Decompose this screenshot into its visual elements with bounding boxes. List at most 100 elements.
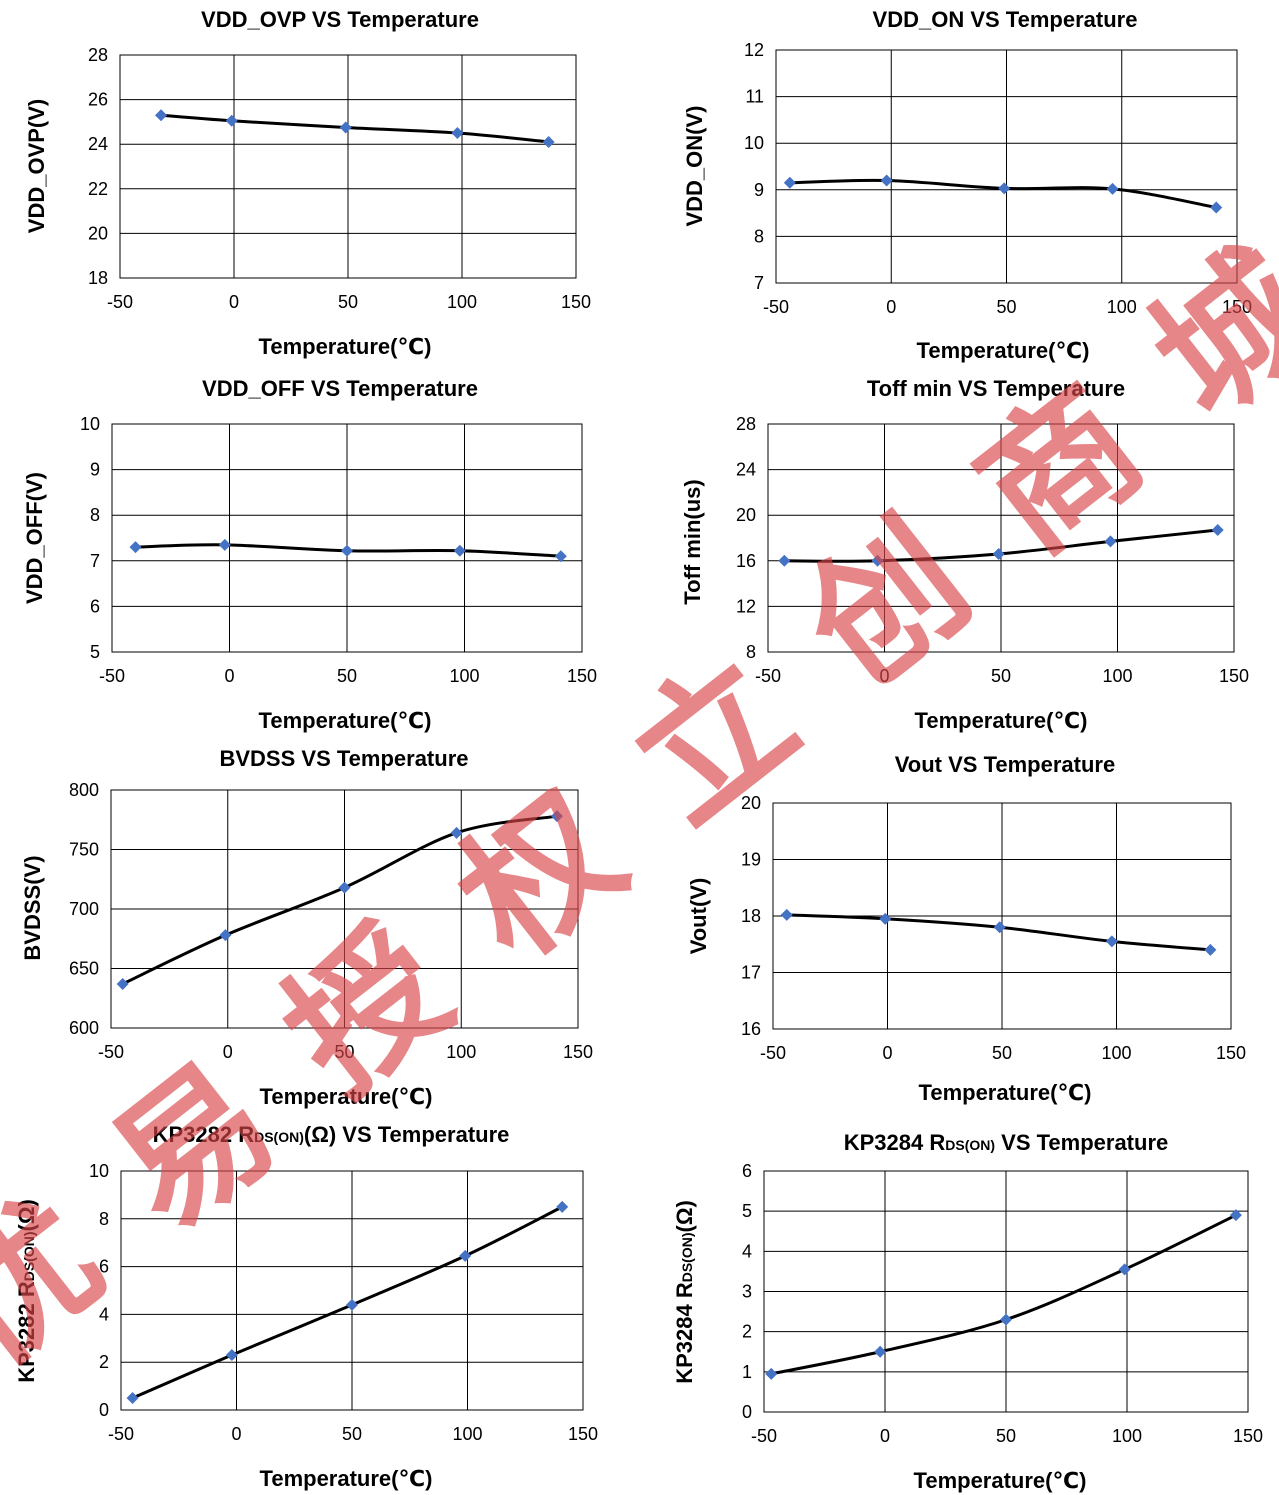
plot-area bbox=[120, 1170, 584, 1411]
x-tick-label: 150 bbox=[561, 292, 591, 312]
y-tick-label: 8 bbox=[754, 226, 764, 246]
data-point-marker bbox=[1000, 1313, 1012, 1326]
x-tick-label: -50 bbox=[98, 1042, 124, 1062]
x-tick-label: 0 bbox=[886, 297, 896, 317]
y-tick-label: 600 bbox=[69, 1018, 99, 1038]
x-tick-label: 50 bbox=[334, 1042, 354, 1062]
chart-6: -50 0 50 100 150 16 17 18 19 20 Vout VS Temperatur… bbox=[686, 752, 1246, 1105]
chart-4: -50 0 50 100 150 8 12 16 20 24 28 Toff min VS Tempe… bbox=[680, 376, 1249, 733]
x-tick-label: 0 bbox=[880, 1426, 890, 1446]
y-tick-label: 1 bbox=[742, 1362, 752, 1382]
data-point-marker bbox=[1104, 535, 1117, 548]
plot-area bbox=[111, 423, 583, 653]
y-tick-label: 20 bbox=[88, 223, 108, 243]
data-point-marker bbox=[459, 1249, 472, 1262]
y-tick-label: 6 bbox=[90, 596, 100, 616]
y-tick-label: 24 bbox=[88, 134, 108, 154]
y-tick-label: 700 bbox=[69, 899, 99, 919]
data-point-marker bbox=[879, 912, 892, 925]
x-tick-label: 50 bbox=[338, 292, 358, 312]
x-axis-label: Temperature(℃) bbox=[914, 1468, 1087, 1493]
x-tick-label: 100 bbox=[449, 666, 479, 686]
y-tick-label: 9 bbox=[754, 180, 764, 200]
y-tick-label: 650 bbox=[69, 959, 99, 979]
plot-area bbox=[775, 49, 1238, 284]
plot-area bbox=[767, 423, 1235, 653]
data-point-marker bbox=[1211, 524, 1224, 537]
x-tick-label: 100 bbox=[1101, 1043, 1131, 1063]
chart-title: KP3284 RDS(ON) VS Temperature bbox=[844, 1130, 1169, 1155]
series-line bbox=[786, 913, 1211, 952]
data-point-marker bbox=[556, 1200, 569, 1213]
data-point-marker bbox=[126, 1392, 139, 1405]
data-point-marker bbox=[453, 544, 466, 557]
x-tick-label: 50 bbox=[996, 1426, 1016, 1446]
data-point-marker bbox=[1210, 201, 1223, 214]
series-line bbox=[131, 1205, 563, 1400]
x-tick-label: 100 bbox=[447, 292, 477, 312]
x-tick-label: 50 bbox=[992, 1043, 1012, 1063]
x-tick-label: 0 bbox=[223, 1042, 233, 1062]
y-tick-label: 11 bbox=[745, 87, 764, 107]
x-tick-label: 100 bbox=[1107, 297, 1137, 317]
plot-area bbox=[763, 1170, 1249, 1413]
x-tick-label: -50 bbox=[751, 1426, 777, 1446]
x-tick-label: 0 bbox=[224, 666, 234, 686]
y-tick-label: 8 bbox=[746, 642, 756, 662]
y-tick-label: 12 bbox=[736, 596, 756, 616]
y-axis-label: Vout(V) bbox=[686, 878, 711, 955]
data-point-marker bbox=[451, 127, 464, 140]
data-point-marker bbox=[550, 810, 563, 823]
chart-3: -50 0 50 100 150 5 6 7 8 9 10 VDD_OFF VS Temperatur… bbox=[22, 376, 597, 733]
y-tick-label: 4 bbox=[742, 1241, 752, 1261]
y-tick-label: 9 bbox=[90, 460, 100, 480]
y-axis-label: VDD_ON(V) bbox=[682, 105, 707, 226]
data-point-marker bbox=[871, 554, 884, 567]
data-point-marker bbox=[219, 929, 232, 942]
x-tick-label: 100 bbox=[1102, 666, 1132, 686]
x-tick-label: -50 bbox=[107, 292, 133, 312]
y-tick-label: 3 bbox=[742, 1282, 752, 1302]
chart-1: -50 0 50 100 150 18 20 22 24 26 28 VDD_OVP VS Tempe… bbox=[24, 7, 591, 359]
data-point-marker bbox=[998, 182, 1011, 195]
chart-2: -50 0 50 100 150 7 8 9 10 11 12 VDD_ON VS Temperatu… bbox=[682, 7, 1252, 363]
data-point-marker bbox=[780, 908, 793, 921]
x-tick-label: 150 bbox=[1233, 1426, 1263, 1446]
x-axis-label: Temperature(℃) bbox=[259, 708, 432, 733]
data-point-marker bbox=[783, 176, 796, 189]
y-tick-label: 22 bbox=[88, 179, 108, 199]
data-point-marker bbox=[338, 881, 351, 894]
x-axis-label: Temperature(℃) bbox=[260, 1084, 433, 1109]
y-tick-label: 6 bbox=[742, 1161, 752, 1181]
x-tick-label: 150 bbox=[563, 1042, 593, 1062]
chart-title: BVDSS VS Temperature bbox=[219, 746, 468, 771]
chart-title: Toff min VS Temperature bbox=[867, 376, 1125, 401]
y-axis-label: KP3282 RDS(ON)(Ω) bbox=[14, 1199, 39, 1383]
y-tick-label: 750 bbox=[69, 840, 99, 860]
chart-7: -50 0 50 100 150 0 2 4 6 8 10 KP3282 RDS(ON)(Ω) VS … bbox=[14, 1122, 598, 1491]
data-point-marker bbox=[542, 135, 555, 148]
data-point-marker bbox=[155, 109, 168, 122]
x-tick-label: 50 bbox=[996, 297, 1016, 317]
series-line bbox=[160, 113, 549, 144]
y-tick-label: 8 bbox=[99, 1209, 109, 1229]
data-point-marker bbox=[1105, 935, 1118, 948]
data-point-marker bbox=[880, 174, 893, 187]
y-tick-label: 4 bbox=[99, 1304, 109, 1324]
y-tick-label: 20 bbox=[736, 505, 756, 525]
y-tick-label: 20 bbox=[741, 793, 761, 813]
x-tick-label: -50 bbox=[99, 666, 125, 686]
series-line bbox=[122, 814, 558, 986]
x-tick-label: 0 bbox=[229, 292, 239, 312]
data-point-marker bbox=[1118, 1263, 1131, 1276]
data-point-marker bbox=[129, 541, 142, 554]
chart-8: -50 0 50 100 150 0 1 2 3 4 5 6 KP3284 RDS(ON) VS Tem… bbox=[672, 1130, 1263, 1493]
y-tick-label: 0 bbox=[742, 1402, 752, 1422]
x-tick-label: 100 bbox=[1112, 1426, 1142, 1446]
chart-title: Vout VS Temperature bbox=[895, 752, 1115, 777]
x-axis-label: Temperature(℃) bbox=[919, 1080, 1092, 1105]
x-tick-label: -50 bbox=[760, 1043, 786, 1063]
x-tick-label: 150 bbox=[1222, 297, 1252, 317]
y-tick-label: 10 bbox=[89, 1161, 109, 1181]
